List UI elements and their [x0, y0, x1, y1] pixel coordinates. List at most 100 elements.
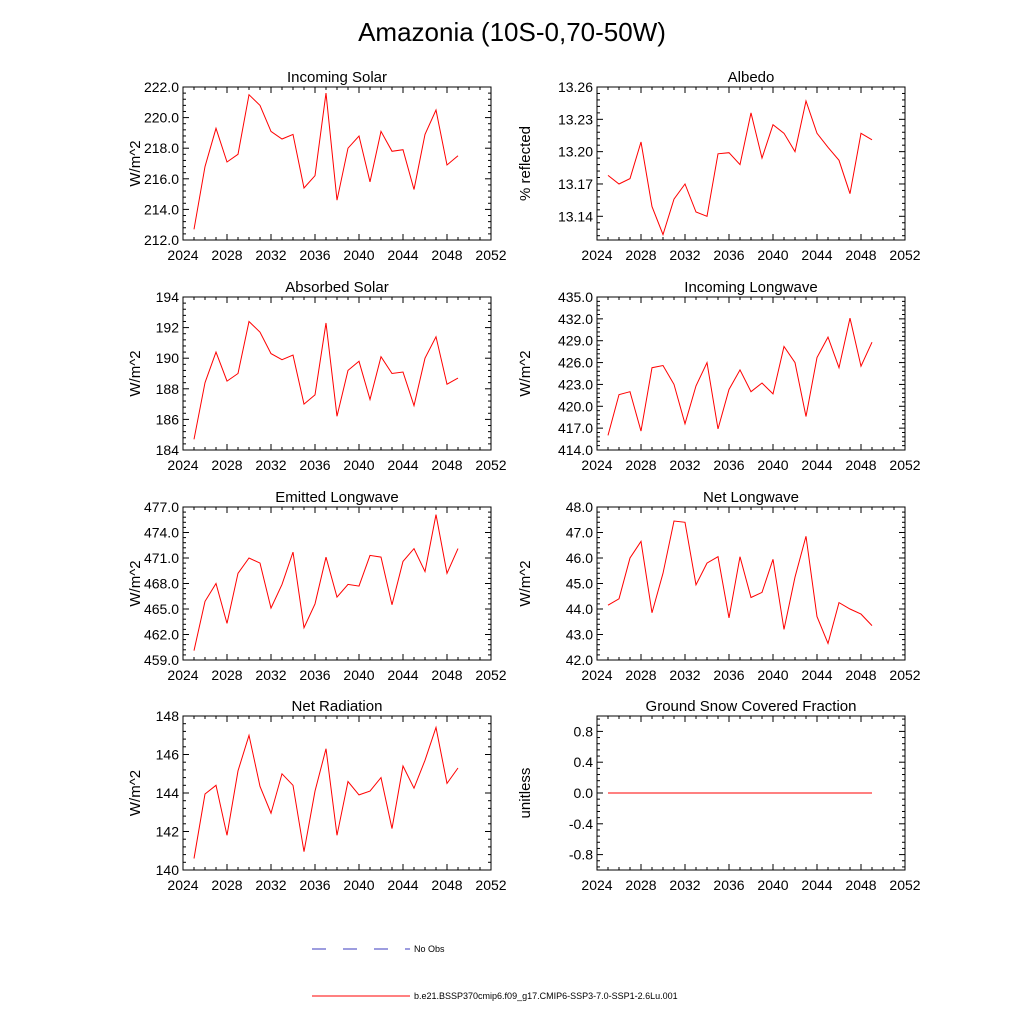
y-tick-label: 144: [156, 785, 180, 801]
x-tick-label: 2024: [167, 877, 198, 893]
x-tick-label: 2024: [581, 457, 612, 473]
y-tick-label: 212.0: [144, 232, 179, 248]
legend: No Obs b.e21.BSSP370cmip6.f09_g17.CMIP6-…: [312, 944, 678, 1001]
y-axis-title: % reflected: [517, 126, 534, 201]
y-tick-label: 414.0: [558, 442, 593, 458]
x-tick-label: 2040: [343, 667, 374, 683]
y-tick-label: 42.0: [566, 652, 593, 668]
series-line: [193, 93, 459, 230]
x-tick-label: 2028: [625, 877, 656, 893]
y-tick-label: 420.0: [558, 398, 593, 414]
y-axis-title: W/m^2: [127, 350, 144, 396]
y-tick-label: 0.4: [574, 754, 594, 770]
plot-frame: [596, 506, 906, 661]
x-tick-label: 2036: [713, 667, 744, 683]
y-tick-label: 462.0: [144, 627, 179, 643]
x-tick-label: 2024: [167, 457, 198, 473]
y-tick-label: -0.8: [569, 847, 593, 863]
y-tick-label: 0.0: [574, 785, 594, 801]
y-tick-label: 48.0: [566, 499, 593, 515]
y-tick-label: 45.0: [566, 576, 593, 592]
x-tick-label: 2048: [845, 667, 876, 683]
x-tick-label: 2040: [757, 247, 788, 263]
y-tick-label: 46.0: [566, 550, 593, 566]
panels: Incoming Solar W/m^2 2024 2028 2032 2036 2040 2…: [127, 69, 921, 893]
x-tick-label: 2028: [211, 667, 242, 683]
x-tick-label: 2028: [625, 667, 656, 683]
x-tick-label: 2032: [255, 667, 286, 683]
panel-title: Absorbed Solar: [285, 279, 388, 296]
y-tick-label: 432.0: [558, 311, 593, 327]
series-line: [193, 514, 459, 651]
x-tick-label: 2044: [801, 667, 832, 683]
x-tick-label: 2036: [299, 667, 330, 683]
x-tick-label: 2040: [343, 457, 374, 473]
x-tick-label: 2036: [713, 877, 744, 893]
x-tick-label: 2036: [299, 247, 330, 263]
x-tick-label: 2024: [167, 247, 198, 263]
panel-title: Albedo: [728, 69, 775, 86]
y-tick-label: 148: [156, 708, 180, 724]
y-tick-label: 222.0: [144, 79, 179, 95]
x-tick-label: 2044: [801, 877, 832, 893]
y-axis-title: W/m^2: [517, 560, 534, 606]
x-tick-label: 2028: [625, 247, 656, 263]
y-tick-label: 47.0: [566, 525, 593, 541]
x-tick-label: 2052: [889, 877, 920, 893]
series-line: [607, 520, 873, 645]
x-tick-label: 2028: [211, 247, 242, 263]
x-tick-label: 2040: [343, 247, 374, 263]
y-tick-label: 423.0: [558, 376, 593, 392]
legend-label-no-obs: No Obs: [414, 944, 445, 954]
x-tick-label: 2048: [431, 457, 462, 473]
x-tick-label: 2040: [757, 667, 788, 683]
panel-incoming-longwave: Incoming Longwave W/m^2 2024 2028 2032 2036 20…: [517, 279, 921, 473]
panel-net-longwave: Net Longwave W/m^2 2024 2028 2032 2036 2040 204…: [517, 489, 921, 683]
x-tick-label: 2024: [581, 667, 612, 683]
plot-frame: [182, 715, 492, 871]
x-tick-label: 2044: [801, 457, 832, 473]
x-tick-label: 2048: [845, 457, 876, 473]
panel-title: Ground Snow Covered Fraction: [646, 698, 857, 715]
y-tick-label: 468.0: [144, 576, 179, 592]
legend-label-model: b.e21.BSSP370cmip6.f09_g17.CMIP6-SSP3-7.…: [414, 991, 678, 1001]
y-tick-label: 426.0: [558, 355, 593, 371]
x-tick-label: 2052: [475, 457, 506, 473]
y-tick-label: 429.0: [558, 333, 593, 349]
x-tick-label: 2024: [581, 247, 612, 263]
y-tick-label: 140: [156, 862, 180, 878]
x-tick-label: 2044: [801, 247, 832, 263]
plot-frame: [596, 296, 906, 451]
y-tick-label: 194: [156, 289, 180, 305]
panel-title: Net Radiation: [292, 698, 383, 715]
x-tick-label: 2052: [475, 877, 506, 893]
y-tick-label: 188: [156, 381, 180, 397]
panel-emitted-longwave: Emitted Longwave W/m^2 2024 2028 2032 2036 204…: [127, 489, 507, 683]
y-tick-label: 220.0: [144, 110, 179, 126]
y-axis-title: W/m^2: [127, 140, 144, 186]
panel-title: Incoming Longwave: [684, 279, 817, 296]
y-tick-label: 142: [156, 824, 180, 840]
x-tick-label: 2048: [431, 877, 462, 893]
y-tick-label: 477.0: [144, 499, 179, 515]
x-tick-label: 2032: [255, 457, 286, 473]
x-tick-label: 2044: [387, 247, 418, 263]
x-tick-label: 2032: [669, 667, 700, 683]
plot-frame: [182, 506, 492, 661]
y-tick-label: 186: [156, 411, 180, 427]
x-tick-label: 2036: [713, 247, 744, 263]
x-tick-label: 2052: [889, 667, 920, 683]
y-tick-label: 459.0: [144, 652, 179, 668]
x-tick-label: 2048: [431, 247, 462, 263]
plot-frame: [596, 86, 906, 241]
y-tick-label: 190: [156, 350, 180, 366]
y-axis-title: unitless: [517, 768, 534, 819]
x-tick-label: 2040: [757, 877, 788, 893]
page-title: Amazonia (10S-0,70-50W): [358, 17, 666, 47]
x-tick-label: 2036: [713, 457, 744, 473]
x-tick-label: 2032: [669, 247, 700, 263]
x-tick-label: 2036: [299, 877, 330, 893]
y-tick-label: 13.20: [558, 144, 593, 160]
y-tick-label: 13.23: [558, 111, 593, 127]
